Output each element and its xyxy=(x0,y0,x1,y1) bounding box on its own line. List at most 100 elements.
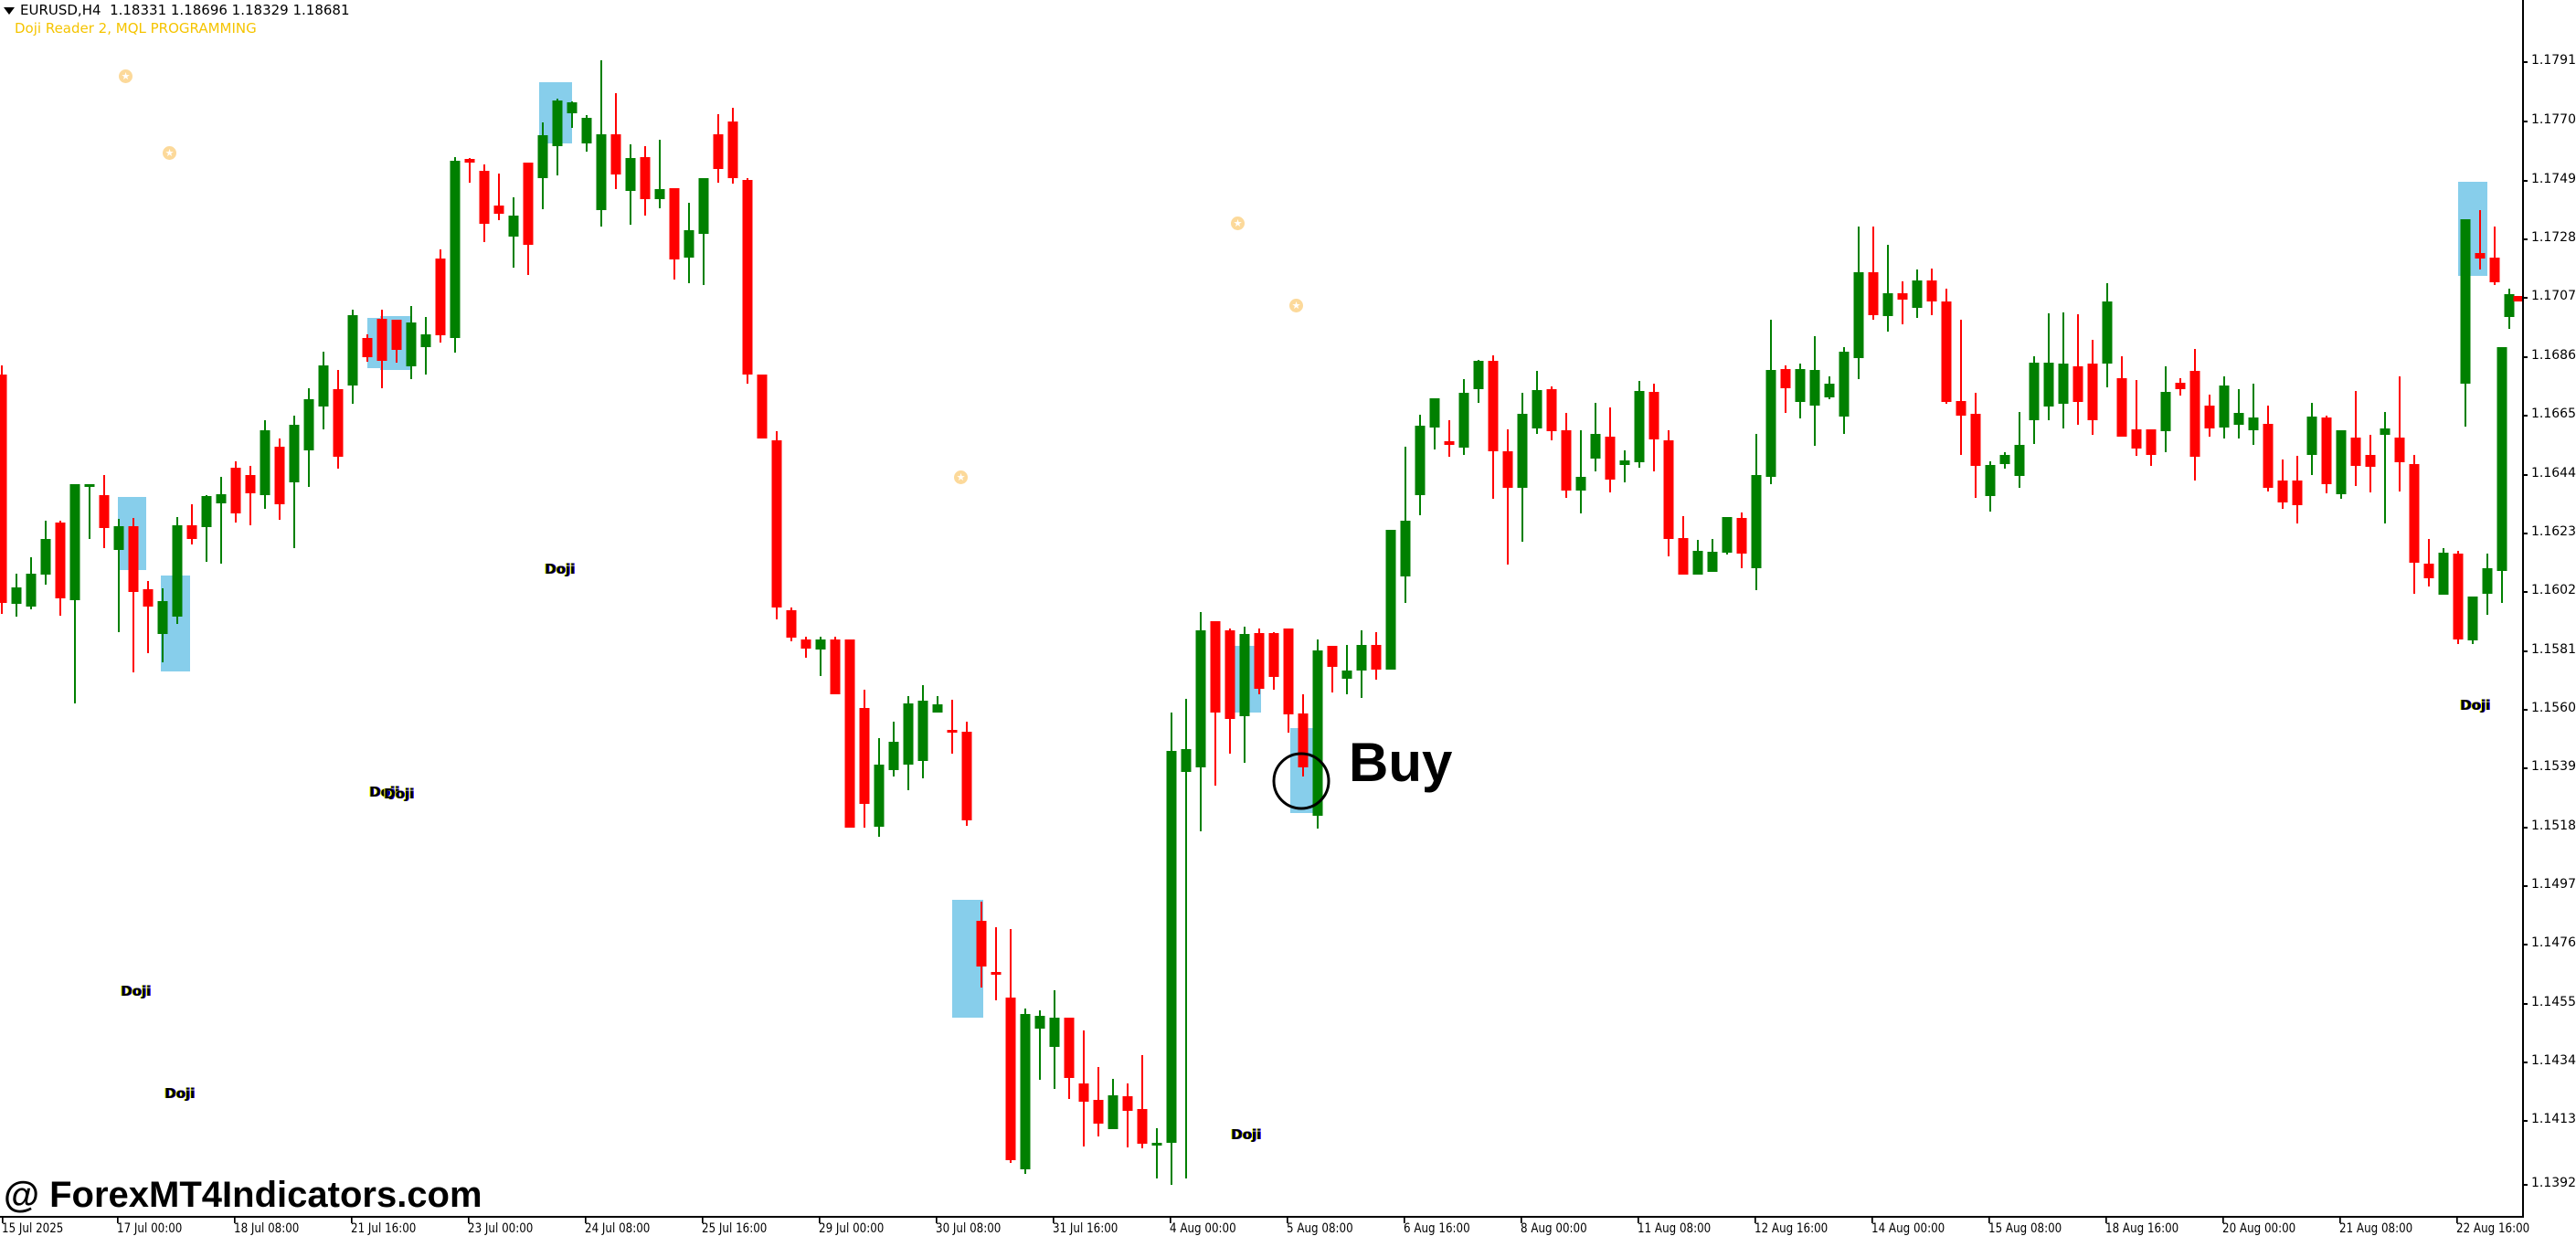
bull-candle xyxy=(406,306,417,379)
chart-area[interactable]: EURUSD,H4 1.18331 1.18696 1.18329 1.1868… xyxy=(0,0,2524,1218)
time-tick: 12 Aug 16:00 xyxy=(1754,1218,1829,1236)
time-tick: 15 Aug 08:00 xyxy=(1988,1218,2062,1236)
bear-candle xyxy=(376,310,387,388)
bear-candle xyxy=(1897,281,1908,324)
bear-candle xyxy=(2350,391,2361,486)
bear-candle xyxy=(1210,621,1221,786)
price-tick: 1.14760 xyxy=(2522,935,2576,954)
bull-candle xyxy=(1722,517,1733,555)
bear-candle xyxy=(1064,1018,1075,1099)
bear-candle xyxy=(2453,551,2464,644)
bull-candle xyxy=(815,637,826,676)
bull-candle xyxy=(1912,269,1923,318)
bear-candle xyxy=(742,178,753,384)
time-tick: 11 Aug 08:00 xyxy=(1638,1218,1712,1236)
candle-layer xyxy=(0,60,2522,1185)
bear-candle xyxy=(1561,413,1572,498)
bull-candle xyxy=(2160,366,2171,452)
bear-candle xyxy=(947,700,958,754)
doji-label: Doji xyxy=(2460,697,2491,713)
bull-candle xyxy=(26,557,37,609)
bull-candle xyxy=(2467,597,2478,644)
price-tick: 1.17490 xyxy=(2522,172,2576,190)
time-tick: 15 Jul 2025 xyxy=(2,1218,64,1236)
bear-candle xyxy=(1371,632,1382,680)
star-marker-icon: ★ xyxy=(954,470,968,484)
price-tick: 1.17280 xyxy=(2522,230,2576,248)
bear-candle xyxy=(976,902,987,988)
bull-candle xyxy=(596,60,607,227)
bear-candle xyxy=(786,607,797,641)
bear-candle xyxy=(1941,289,1952,404)
time-tick: 20 Aug 00:00 xyxy=(2222,1218,2296,1236)
bull-candle xyxy=(581,115,592,152)
bull-candle xyxy=(420,317,431,375)
doji-label: Doji xyxy=(164,1085,196,1102)
bear-candle xyxy=(727,108,738,184)
bear-candle xyxy=(2116,356,2127,437)
bear-candle xyxy=(1780,365,1791,413)
bull-candle xyxy=(69,484,80,703)
bear-candle xyxy=(479,164,490,242)
doji-label: Doji xyxy=(384,786,415,802)
bull-candle xyxy=(1751,434,1762,590)
bear-candle xyxy=(2394,376,2405,491)
doji-label: Doji xyxy=(121,983,152,999)
price-tick: 1.16230 xyxy=(2522,524,2576,543)
bull-candle xyxy=(1795,364,1806,418)
bear-candle xyxy=(523,163,534,275)
time-tick: 29 Jul 00:00 xyxy=(819,1218,885,1236)
candlestick-plot[interactable] xyxy=(0,0,2522,1216)
bull-candle xyxy=(1809,336,1820,446)
bull-candle xyxy=(303,388,314,487)
bull-candle xyxy=(2306,403,2317,475)
bull-candle xyxy=(2043,313,2054,420)
time-axis[interactable]: 15 Jul 2025 17 Jul 00:00 18 Jul 08:00 21 Ju… xyxy=(0,1218,2576,1236)
bull-candle xyxy=(2438,548,2449,595)
bear-candle xyxy=(2292,456,2303,523)
bull-candle xyxy=(201,495,212,562)
bull-candle xyxy=(1458,379,1469,455)
price-tick: 1.17700 xyxy=(2522,112,2576,131)
bull-candle xyxy=(684,203,694,283)
bear-candle xyxy=(362,334,373,362)
price-tick: 1.15390 xyxy=(2522,759,2576,777)
bear-candle xyxy=(1137,1055,1148,1148)
price-tick: 1.13920 xyxy=(2522,1176,2576,1194)
bull-candle xyxy=(260,420,270,509)
bull-candle xyxy=(1312,639,1323,829)
bull-candle xyxy=(113,519,124,632)
bull-candle xyxy=(625,144,636,225)
bull-candle xyxy=(508,197,519,268)
bear-candle xyxy=(0,365,7,614)
doji-highlight-layer xyxy=(118,82,2487,1018)
collapse-triangle-icon[interactable] xyxy=(4,6,15,15)
price-axis[interactable]: 1.17910 1.17700 1.17490 1.17280 1.17070 1.168… xyxy=(2522,0,2576,1218)
bull-candle xyxy=(1634,381,1645,468)
price-tick: 1.17910 xyxy=(2522,53,2576,71)
bull-candle xyxy=(654,140,665,208)
bull-candle xyxy=(1151,1128,1162,1178)
bull-candle xyxy=(1429,398,1440,449)
bull-candle xyxy=(2336,430,2347,499)
bull-candle xyxy=(2058,312,2069,428)
time-tick: 14 Aug 00:00 xyxy=(1871,1218,1945,1236)
bear-candle xyxy=(493,174,504,220)
bear-candle xyxy=(2131,380,2142,456)
bear-candle xyxy=(800,637,811,658)
bear-candle xyxy=(435,249,446,343)
bear-candle xyxy=(245,466,256,525)
time-tick: 23 Jul 00:00 xyxy=(468,1218,534,1236)
bull-candle xyxy=(1400,447,1411,603)
time-tick: 24 Jul 08:00 xyxy=(585,1218,651,1236)
bull-candle xyxy=(1239,627,1250,763)
bull-candle xyxy=(1108,1079,1118,1129)
bear-candle xyxy=(2263,406,2274,491)
bear-candle xyxy=(2365,435,2376,492)
watermark: @ ForexMT4Indicators.com xyxy=(4,1175,482,1215)
bull-candle xyxy=(1166,713,1177,1185)
bear-candle xyxy=(333,370,344,469)
bull-candle xyxy=(1765,320,1776,484)
bear-candle xyxy=(2277,460,2288,509)
bull-candle xyxy=(2029,356,2040,444)
